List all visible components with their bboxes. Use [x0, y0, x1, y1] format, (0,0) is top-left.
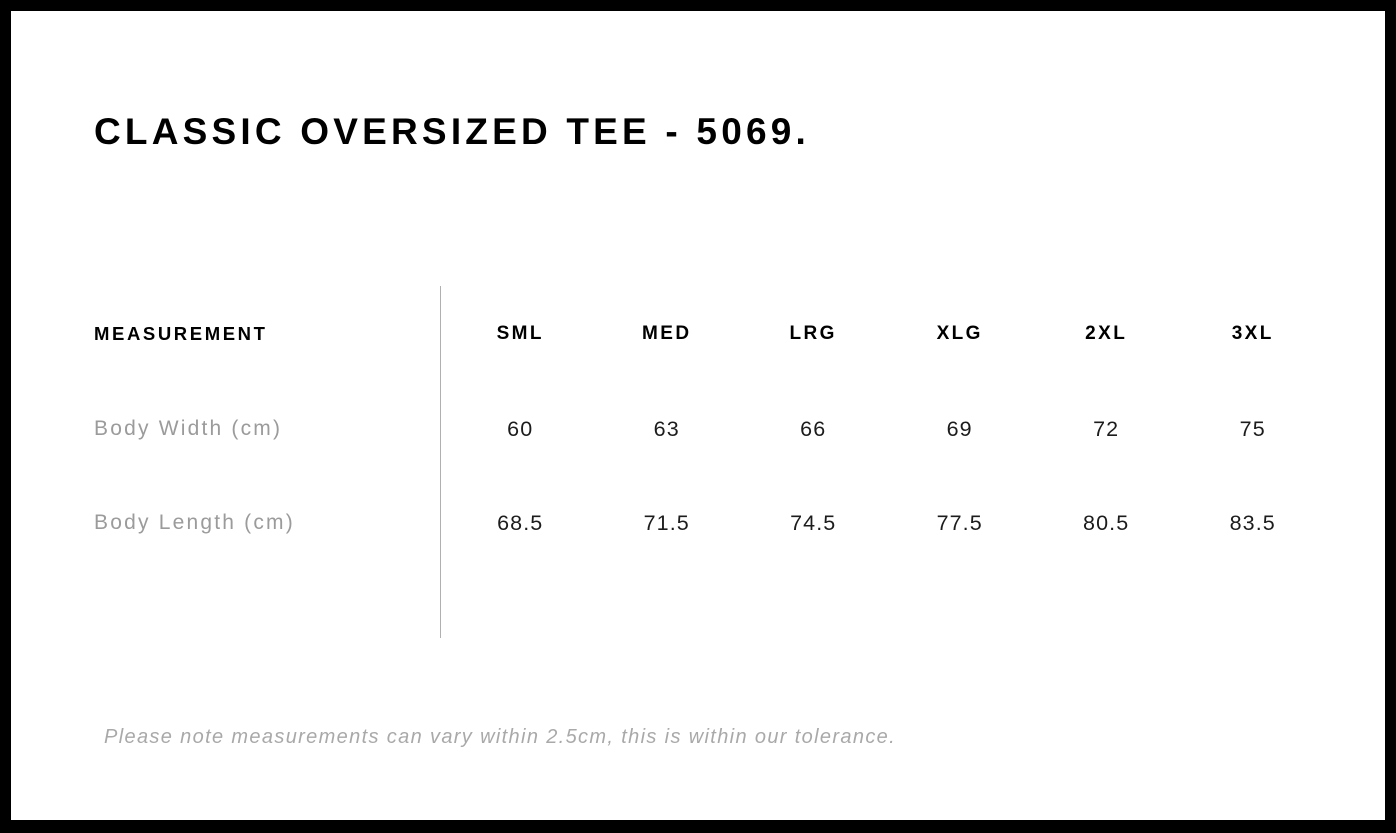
row-label-body-length: Body Length (cm) — [94, 511, 295, 534]
cell-body-length-sml: 68.5 — [497, 510, 544, 535]
cell-body-length-lrg: 74.5 — [790, 510, 837, 535]
cell-body-length-2xl: 80.5 — [1083, 510, 1130, 535]
tolerance-note: Please note measurements can vary within… — [104, 726, 897, 748]
size-chart-table-container: MEASUREMENT SML MED LRG XLG 2XL 3XL Body… — [94, 286, 1326, 666]
cell-body-width-3xl: 75 — [1239, 416, 1266, 441]
cell-body-width-2xl: 72 — [1093, 416, 1120, 441]
size-chart-table: MEASUREMENT SML MED LRG XLG 2XL 3XL Body… — [94, 286, 1326, 570]
cell-body-length-3xl: 83.5 — [1229, 510, 1276, 535]
column-header-3xl: 3XL — [1231, 323, 1274, 344]
column-header-xlg: XLG — [936, 323, 983, 344]
size-chart-card: CLASSIC OVERSIZED TEE - 5069. MEASUREMEN… — [11, 11, 1385, 820]
cell-body-width-med: 63 — [653, 416, 680, 441]
page-title: CLASSIC OVERSIZED TEE - 5069. — [94, 111, 811, 152]
cell-body-width-sml: 60 — [507, 416, 534, 441]
table-row: Body Length (cm) 68.5 71.5 74.5 77.5 80.… — [94, 476, 1326, 570]
row-label-body-width: Body Width (cm) — [94, 417, 283, 440]
table-row: Body Width (cm) 60 63 66 69 72 75 — [94, 382, 1326, 476]
column-header-sml: SML — [496, 323, 544, 344]
column-header-measurement: MEASUREMENT — [94, 323, 268, 344]
cell-body-length-xlg: 77.5 — [936, 510, 983, 535]
column-header-med: MED — [642, 323, 692, 344]
table-vertical-divider — [440, 286, 441, 638]
cell-body-length-med: 71.5 — [643, 510, 690, 535]
column-header-lrg: LRG — [789, 323, 837, 344]
cell-body-width-lrg: 66 — [800, 416, 827, 441]
table-header-row: MEASUREMENT SML MED LRG XLG 2XL 3XL — [94, 286, 1326, 382]
column-header-2xl: 2XL — [1085, 323, 1128, 344]
cell-body-width-xlg: 69 — [946, 416, 973, 441]
